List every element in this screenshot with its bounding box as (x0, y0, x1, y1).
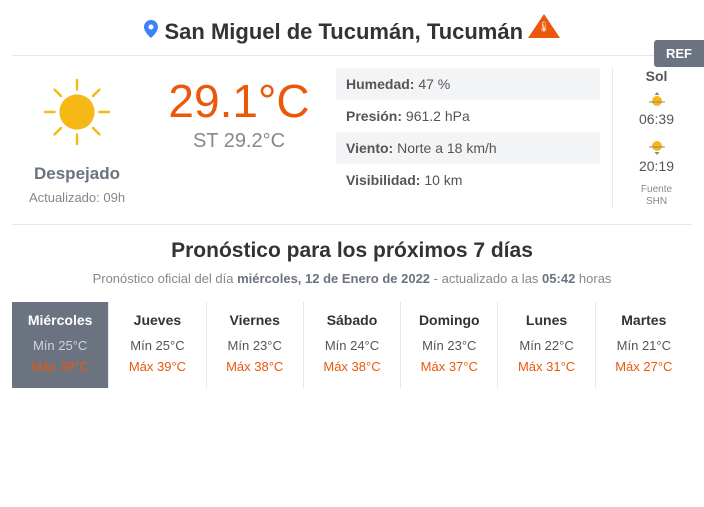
forecast-sub-middle: - actualizado a las (430, 271, 542, 286)
day-min-temp: Mín 25°C (16, 338, 104, 353)
forecast-sub-date: miércoles, 12 de Enero de 2022 (237, 271, 430, 286)
day-name: Jueves (113, 312, 201, 328)
forecast-day[interactable]: Viernes Mín 23°C Máx 38°C (207, 302, 304, 388)
wind-label: Viento: (346, 140, 393, 156)
day-max-temp: Máx 27°C (600, 359, 688, 374)
updated-text: Actualizado: 09h (29, 190, 125, 205)
forecast-subtitle: Pronóstico oficial del día miércoles, 12… (12, 271, 692, 286)
source-note: Fuente SHN (621, 184, 692, 208)
day-min-temp: Mín 25°C (113, 338, 201, 353)
source-name: SHN (646, 196, 667, 207)
day-name: Martes (600, 312, 688, 328)
current-temp: 29.1°C (154, 74, 324, 128)
map-pin-icon (144, 20, 158, 43)
heat-alert-icon[interactable] (528, 14, 560, 38)
forecast-sub-prefix: Pronóstico oficial del día (93, 271, 238, 286)
day-min-temp: Mín 21°C (600, 338, 688, 353)
source-label: Fuente (641, 184, 672, 195)
day-max-temp: Máx 38°C (211, 359, 299, 374)
sunset-block: 20:19 (621, 137, 692, 176)
stat-wind: Viento: Norte a 18 km/h (336, 132, 600, 164)
condition-text: Despejado (34, 164, 120, 184)
sunset-time: 20:19 (639, 158, 674, 174)
visibility-label: Visibilidad: (346, 172, 420, 188)
day-min-temp: Mín 22°C (502, 338, 590, 353)
pressure-label: Presión: (346, 108, 402, 124)
sunrise-block: 06:39 (621, 90, 692, 129)
current-conditions: Despejado Actualizado: 09h 29.1°C ST 29.… (0, 56, 704, 224)
forecast-day[interactable]: Lunes Mín 22°C Máx 31°C (498, 302, 595, 388)
pressure-value: 961.2 hPa (402, 108, 470, 124)
sun-times: Sol 06:39 20:19 Fuente SHN (612, 68, 692, 208)
forecast-section: Pronóstico para los próximos 7 días Pron… (0, 225, 704, 388)
feels-like-temp: ST 29.2°C (154, 130, 324, 153)
forecast-day[interactable]: Miércoles Mín 25°C Máx 39°C (12, 302, 109, 388)
current-temp-block: 29.1°C ST 29.2°C (154, 68, 324, 208)
day-max-temp: Máx 37°C (405, 359, 493, 374)
day-min-temp: Mín 23°C (405, 338, 493, 353)
wind-value: Norte a 18 km/h (393, 140, 497, 156)
header: San Miguel de Tucumán, Tucumán REF (0, 0, 704, 49)
day-min-temp: Mín 23°C (211, 338, 299, 353)
humidity-label: Humedad: (346, 76, 414, 92)
forecast-days: MiércolesMín 25°CMáx 39°CJuevesMín 25°CM… (12, 302, 692, 388)
day-min-temp: Mín 24°C (308, 338, 396, 353)
day-max-temp: Máx 39°C (16, 359, 104, 374)
sunrise-icon (621, 90, 692, 111)
day-max-temp: Máx 39°C (113, 359, 201, 374)
location-title: San Miguel de Tucumán, Tucumán (144, 19, 523, 45)
forecast-day[interactable]: Sábado Mín 24°C Máx 38°C (304, 302, 401, 388)
ref-button[interactable]: REF (654, 40, 704, 67)
stat-visibility: Visibilidad: 10 km (336, 164, 600, 196)
forecast-title: Pronóstico para los próximos 7 días (12, 239, 692, 263)
stat-pressure: Presión: 961.2 hPa (336, 100, 600, 132)
sun-icon (37, 72, 117, 152)
stat-humidity: Humedad: 47 % (336, 68, 600, 100)
forecast-day[interactable]: Jueves Mín 25°C Máx 39°C (109, 302, 206, 388)
stats-list: Humedad: 47 % Presión: 961.2 hPa Viento:… (336, 68, 600, 208)
forecast-day[interactable]: Domingo Mín 23°C Máx 37°C (401, 302, 498, 388)
visibility-value: 10 km (420, 172, 462, 188)
day-max-temp: Máx 31°C (502, 359, 590, 374)
humidity-value: 47 % (414, 76, 450, 92)
day-name: Miércoles (16, 312, 104, 328)
sunrise-time: 06:39 (639, 111, 674, 127)
forecast-sub-time: 05:42 (542, 271, 575, 286)
day-name: Sábado (308, 312, 396, 328)
forecast-sub-suffix: horas (575, 271, 611, 286)
sunset-icon (621, 137, 692, 158)
day-name: Lunes (502, 312, 590, 328)
day-name: Domingo (405, 312, 493, 328)
forecast-day[interactable]: Martes Mín 21°C Máx 27°C (596, 302, 692, 388)
location-text: San Miguel de Tucumán, Tucumán (164, 19, 523, 45)
day-max-temp: Máx 38°C (308, 359, 396, 374)
current-icon-block: Despejado Actualizado: 09h (12, 68, 142, 208)
sun-title: Sol (621, 68, 692, 84)
day-name: Viernes (211, 312, 299, 328)
